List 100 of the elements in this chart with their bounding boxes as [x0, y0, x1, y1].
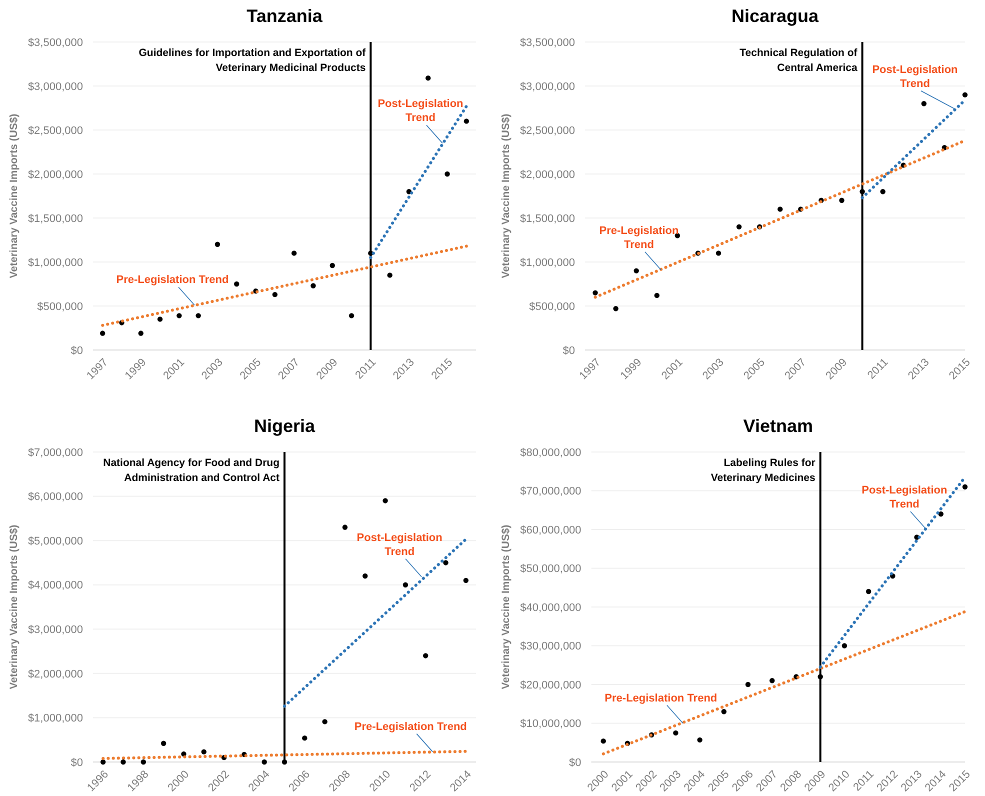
y-tick-label: $40,000,000 [520, 602, 582, 614]
point [860, 189, 865, 194]
point [234, 281, 240, 287]
y-tick-label: $7,000,000 [28, 446, 83, 459]
point [464, 118, 470, 124]
chart-title: Vietnam [743, 416, 813, 436]
y-tick-label: $0 [569, 756, 582, 769]
point [160, 740, 166, 746]
y-tick-label: $1,000,000 [28, 256, 83, 269]
point [721, 709, 727, 714]
y-tick-label: $6,000,000 [28, 491, 83, 504]
ref-line-label: Labeling Rules for Veterinary Medicines [710, 457, 816, 484]
point [716, 250, 722, 256]
annotation: Post-Legislation Trend [356, 532, 443, 558]
point [866, 588, 872, 594]
point [818, 674, 823, 680]
point [600, 738, 606, 744]
ref-line-label: Technical Regulation of Central America [740, 47, 858, 74]
point [196, 313, 201, 318]
point [839, 198, 844, 203]
y-tick-label: $4,000,000 [28, 580, 83, 592]
chart-title: Tanzania [246, 6, 324, 26]
y-tick-label: $10,000,000 [520, 718, 582, 730]
point [201, 749, 206, 754]
point [736, 224, 742, 230]
y-tick-label: $2,000,000 [28, 168, 83, 181]
point [282, 759, 288, 765]
point [362, 573, 368, 579]
point [322, 719, 328, 724]
y-tick-label: $2,500,000 [520, 124, 575, 137]
point [613, 306, 618, 312]
point [770, 678, 775, 684]
annotation: Pre-Legislation Trend [604, 692, 718, 704]
point [402, 582, 408, 588]
point [140, 759, 146, 765]
annotation: Pre-Legislation Trend [599, 224, 680, 251]
point [157, 316, 163, 322]
annotation: Pre-Legislation Trend [116, 274, 229, 286]
point [444, 171, 450, 177]
y-tick-label: $0 [70, 344, 83, 357]
y-tick-label: $500,000 [529, 300, 575, 313]
point [100, 759, 106, 765]
annotation: Post-Legislation Trend [862, 484, 948, 510]
point [938, 511, 944, 517]
point [962, 484, 968, 490]
point [330, 262, 335, 268]
point [880, 189, 886, 194]
y-tick-label: $80,000,000 [520, 446, 582, 459]
annotation: Post-Legislation Trend [378, 98, 464, 124]
point [634, 268, 639, 274]
point [443, 560, 448, 566]
y-tick-label: $1,000,000 [520, 256, 575, 269]
point [423, 653, 428, 658]
y-tick-label: $30,000,000 [520, 640, 582, 653]
chart-title: Nicaragua [731, 6, 820, 26]
y-tick-label: $3,000,000 [28, 624, 83, 636]
y-tick-label: $3,000,000 [28, 80, 83, 93]
point [654, 292, 660, 298]
point [842, 643, 848, 648]
point [120, 759, 126, 765]
ref-line-label: National Agency for Food and Drug Administration and Control Act [103, 457, 280, 484]
point [214, 242, 220, 247]
y-tick-label: $5,000,000 [28, 535, 83, 548]
annotation: Post-Legislation Trend [872, 64, 958, 90]
chart-title: Nigeria [254, 416, 316, 436]
point [291, 250, 297, 256]
y-axis-title: Veterinary Vaccine Imports (US$) [500, 114, 512, 278]
point [673, 730, 678, 736]
point [302, 735, 308, 741]
point [962, 92, 968, 98]
point [921, 101, 927, 106]
annotation: Pre-Legislation Trend [354, 720, 467, 733]
point [138, 330, 144, 336]
point [348, 313, 354, 318]
y-axis-title: Veterinary Vaccine Imports (US$) [500, 524, 512, 690]
point [272, 292, 278, 298]
y-tick-label: $2,000,000 [28, 668, 83, 680]
y-axis-title: Veterinary Vaccine Imports (US$) [8, 114, 20, 278]
y-tick-label: $1,500,000 [520, 212, 575, 225]
y-axis-title: Veterinary Vaccine Imports (US$) [8, 524, 20, 690]
y-tick-label: $1,000,000 [28, 712, 83, 725]
point [382, 498, 388, 504]
y-tick-label: $3,500,000 [520, 36, 575, 49]
y-tick-label: $3,500,000 [28, 36, 83, 49]
y-tick-label: $3,000,000 [520, 80, 575, 93]
point [778, 206, 783, 212]
y-tick-label: $20,000,000 [520, 679, 582, 692]
y-tick-label: $0 [562, 344, 575, 357]
y-tick-label: $70,000,000 [520, 486, 582, 498]
y-tick-label: $60,000,000 [520, 524, 582, 536]
point [463, 578, 469, 584]
y-tick-label: $2,500,000 [28, 124, 83, 137]
y-tick-label: $50,000,000 [520, 563, 582, 576]
point [176, 313, 182, 318]
point [387, 272, 392, 278]
point [426, 75, 431, 81]
point [100, 330, 106, 336]
y-tick-label: $0 [70, 756, 83, 769]
point [310, 283, 316, 288]
point [697, 737, 702, 743]
